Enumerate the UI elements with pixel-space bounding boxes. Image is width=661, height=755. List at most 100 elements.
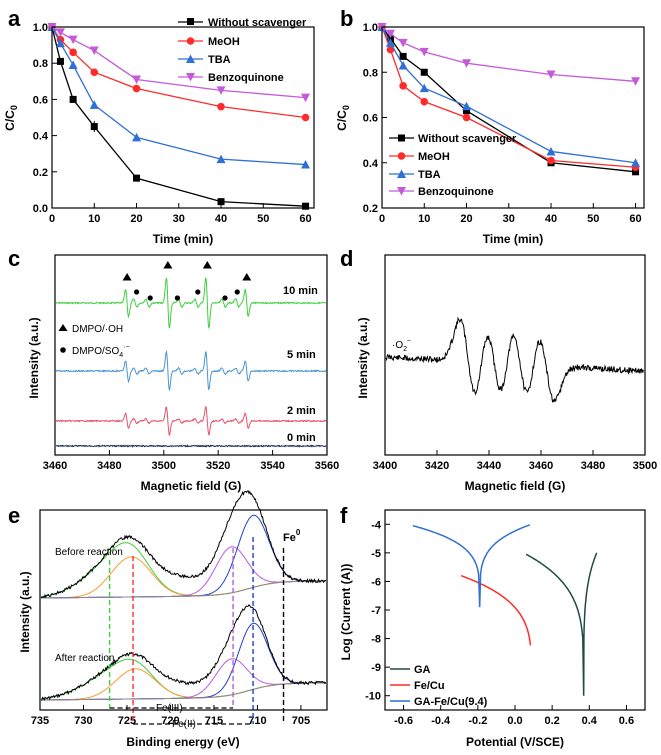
panel-e-xtick-label: 715 — [205, 715, 223, 727]
panel-f-ytick-label: -4 — [371, 519, 382, 531]
data-point — [132, 84, 141, 93]
panel-e-xlabel: Binding energy (eV) — [126, 735, 239, 749]
panel-b-ytick-label: 1.0 — [363, 22, 378, 34]
panel-a-ytick-label: 1.0 — [33, 22, 48, 34]
oh-legend-triangle-icon — [58, 324, 68, 331]
panel-f-xtick-label: -0.2 — [468, 715, 487, 727]
so4-peak-dot — [174, 295, 180, 301]
data-point — [90, 68, 99, 77]
panel-b-legend: Without scavenger MeOH TBA Benzoquinone — [389, 133, 517, 198]
panel-f-xlabel: Potential (V/SCE) — [466, 735, 564, 749]
legend-marker-square — [398, 134, 405, 142]
data-point — [216, 86, 226, 95]
data-point — [301, 113, 310, 122]
panel-f-xtick-label: 0.2 — [544, 715, 559, 727]
legend-label: GA-Fe/Cu(9.4) — [414, 696, 488, 708]
panel-a-xtick-label: 0 — [49, 213, 55, 225]
so4-peak-dot — [147, 295, 153, 301]
panel-e-xtick-label: 735 — [31, 715, 49, 727]
panel-d-xlabel: Magnetic field (G) — [465, 479, 566, 493]
panel-f-ytick-label: -7 — [371, 605, 381, 617]
panel-d-ticks: 3400 3420 3440 3460 3480 3500 — [373, 450, 657, 472]
data-point — [301, 93, 311, 103]
data-point — [133, 174, 141, 182]
legend-item: Benzoquinone — [178, 72, 284, 84]
legend-marker-square — [187, 18, 194, 25]
panel-letter-c: c — [8, 246, 20, 271]
panel-a-ytick-label: 0.8 — [33, 58, 48, 70]
data-point — [462, 101, 472, 111]
panel-f-ticks: -0.6 -0.4 -0.2 0.0 0.2 0.4 0.6 -10 -9 -8 -7 -6 -5 -4 — [365, 519, 634, 727]
spectrum-10-min — [55, 277, 327, 330]
data-point — [132, 75, 142, 84]
panel-c-xtick-label: 3500 — [152, 460, 176, 472]
legend-dmpo-so4: DMPO/SO4·− — [72, 344, 130, 359]
data-point — [386, 34, 394, 42]
panel-a-legend: Without scavenger MeOH TBA Benzoquinone — [178, 17, 307, 84]
panel-e-frame — [39, 509, 328, 711]
data-point — [546, 146, 556, 156]
panel-b-xtick-label: 40 — [545, 213, 557, 225]
legend-item: TBA — [389, 169, 441, 181]
spectrum-5-min — [55, 349, 327, 392]
panel-letter-e: e — [8, 503, 20, 528]
data-point — [132, 132, 142, 142]
legend-marker-circle — [186, 37, 195, 45]
panel-f-xtick-label: -0.4 — [431, 715, 451, 727]
panel-a-ytick-label: 0.0 — [33, 203, 48, 215]
data-point — [217, 198, 225, 206]
data-point — [385, 38, 395, 47]
panel-c-xtick-label: 3560 — [315, 460, 339, 472]
panel-f-ytick-label: -8 — [371, 634, 381, 646]
panel-f-legend: GA Fe/Cu GA-Fe/Cu(9.4) — [390, 664, 488, 708]
panel-b-ylabel-main: C/C — [335, 110, 349, 131]
panel-a-ytick-label: 0.4 — [33, 131, 49, 143]
legend-so4-sup: ·− — [123, 344, 129, 351]
panel-f-xtick-label: 0.6 — [619, 715, 634, 727]
panel-b: b 0 10 20 30 40 50 60 0.2 0.4 0.6 0.8 1.0 Time (min… — [335, 6, 645, 246]
panel-e: e 735 730 725 720 715 710 705 Binding energy (… — [8, 490, 328, 749]
legend-label: GA — [414, 664, 431, 676]
legend-label: Without scavenger — [418, 133, 517, 145]
panel-c-ticks: 3460 3480 3500 3520 3540 3560 — [43, 450, 339, 472]
data-point — [398, 38, 408, 48]
data-point — [216, 154, 226, 164]
panel-c-xtick-label: 3460 — [43, 460, 67, 472]
panel-a-xtick-label: 60 — [299, 213, 311, 225]
panel-a-xtick-label: 40 — [215, 213, 227, 225]
panel-e-ylabel: Intensity (a.u.) — [18, 571, 32, 652]
panel-f-ytick-label: -9 — [371, 662, 381, 674]
panel-f-ytick-label: -6 — [371, 576, 381, 588]
legend-dmpo-oh: DMPO/·OH — [72, 324, 123, 335]
legend-marker-triangle-down — [186, 73, 195, 82]
legend-label: MeOH — [418, 151, 450, 163]
panel-b-xtick-label: 60 — [629, 213, 641, 225]
fe0-main: Fe — [283, 532, 296, 544]
panel-b-ticks: 0 10 20 30 40 50 60 0.2 0.4 0.6 0.8 1.0 — [363, 22, 642, 225]
before-spectrum — [40, 490, 327, 599]
tafel-curve — [460, 574, 532, 646]
legend-label: Benzoquinone — [208, 72, 284, 84]
data-point — [55, 28, 65, 37]
panel-c-frame — [54, 254, 328, 456]
panel-a-ylabel: C/C0 — [3, 105, 19, 131]
panel-e-xtick-label: 725 — [118, 715, 136, 727]
legend-item: Without scavenger — [389, 133, 517, 145]
panel-c-ylabel: Intensity (a.u.) — [27, 317, 41, 398]
data-point — [420, 97, 429, 106]
panel-c-xlabel: Magnetic field (G) — [141, 479, 242, 493]
panel-b-plot — [377, 22, 641, 176]
data-point — [546, 70, 556, 80]
panel-b-ytick-label: 0.4 — [363, 158, 379, 170]
label-0-min: 0 min — [287, 432, 316, 444]
legend-item: Without scavenger — [178, 17, 307, 29]
legend-item: Benzoquinone — [389, 186, 494, 198]
data-point — [68, 60, 78, 70]
label-2-min: 2 min — [287, 405, 316, 417]
panel-c-xtick-label: 3540 — [260, 460, 284, 472]
panel-letter-f: f — [340, 503, 348, 528]
legend-marker-triangle — [186, 54, 195, 63]
so4-legend-dot-icon — [60, 347, 66, 353]
data-point — [462, 59, 472, 68]
panel-b-ylabel: C/C0 — [335, 105, 351, 131]
